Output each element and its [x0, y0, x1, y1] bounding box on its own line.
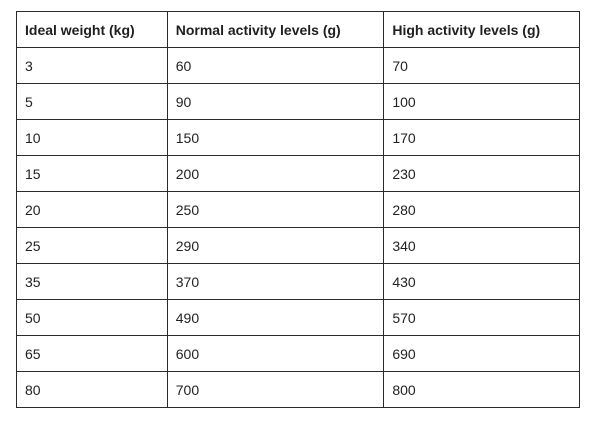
header-normal-activity: Normal activity levels (g)	[166, 11, 385, 48]
header-high-activity: High activity levels (g)	[383, 11, 580, 48]
cell-ideal-weight: 25	[16, 227, 168, 264]
cell-ideal-weight: 10	[16, 119, 168, 156]
cell-ideal-weight: 80	[16, 371, 168, 408]
table-row: 25 290 340	[16, 227, 580, 264]
table-header: Ideal weight (kg) Normal activity levels…	[16, 11, 580, 48]
cell-high-activity: 100	[383, 83, 580, 120]
cell-ideal-weight: 35	[16, 263, 168, 300]
cell-high-activity: 570	[383, 299, 580, 336]
cell-high-activity: 430	[383, 263, 580, 300]
cell-high-activity: 800	[383, 371, 580, 408]
table-row: 3 60 70	[16, 47, 580, 84]
cell-high-activity: 170	[383, 119, 580, 156]
header-ideal-weight: Ideal weight (kg)	[16, 11, 168, 48]
header-row: Ideal weight (kg) Normal activity levels…	[16, 11, 580, 48]
cell-high-activity: 70	[383, 47, 580, 84]
cell-high-activity: 690	[383, 335, 580, 372]
table-row: 20 250 280	[16, 191, 580, 228]
cell-normal-activity: 200	[166, 155, 385, 192]
table-body: 3 60 70 5 90 100 10 150 170 15 200 230 2…	[16, 47, 580, 408]
table-row: 35 370 430	[16, 263, 580, 300]
cell-normal-activity: 150	[166, 119, 385, 156]
cell-ideal-weight: 3	[16, 47, 168, 84]
cell-normal-activity: 490	[166, 299, 385, 336]
table-row: 5 90 100	[16, 83, 580, 120]
table-row: 80 700 800	[16, 371, 580, 408]
table-row: 65 600 690	[16, 335, 580, 372]
cell-high-activity: 340	[383, 227, 580, 264]
cell-normal-activity: 600	[166, 335, 385, 372]
cell-ideal-weight: 50	[16, 299, 168, 336]
cell-high-activity: 230	[383, 155, 580, 192]
cell-ideal-weight: 20	[16, 191, 168, 228]
table-row: 50 490 570	[16, 299, 580, 336]
cell-high-activity: 280	[383, 191, 580, 228]
cell-normal-activity: 250	[166, 191, 385, 228]
table-row: 15 200 230	[16, 155, 580, 192]
table-row: 10 150 170	[16, 119, 580, 156]
cell-normal-activity: 700	[166, 371, 385, 408]
cell-normal-activity: 290	[166, 227, 385, 264]
cell-ideal-weight: 5	[16, 83, 168, 120]
cell-normal-activity: 370	[166, 263, 385, 300]
cell-normal-activity: 90	[166, 83, 385, 120]
cell-ideal-weight: 65	[16, 335, 168, 372]
feeding-table: Ideal weight (kg) Normal activity levels…	[16, 11, 580, 408]
cell-ideal-weight: 15	[16, 155, 168, 192]
cell-normal-activity: 60	[166, 47, 385, 84]
